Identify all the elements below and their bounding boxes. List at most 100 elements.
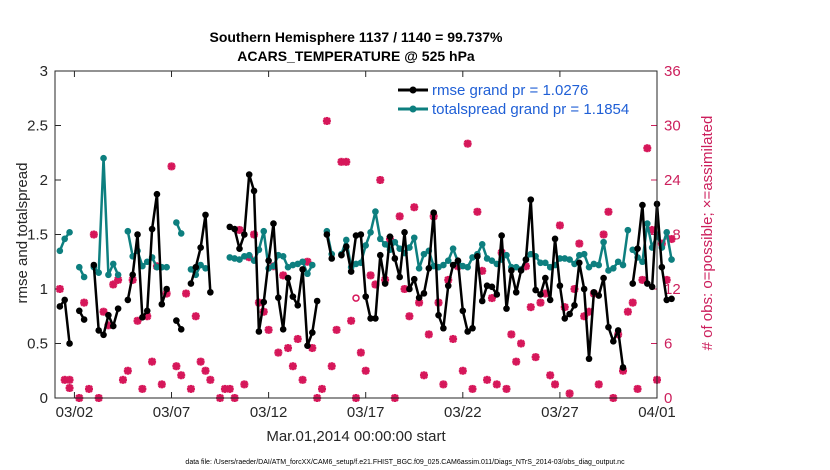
obs-assimilated-point <box>419 371 428 380</box>
data-point <box>163 263 170 271</box>
data-point <box>177 326 185 333</box>
data-point <box>493 291 501 298</box>
chart-title-line2: ACARS_TEMPERATURE @ 525 hPa <box>237 48 475 64</box>
data-point <box>517 267 525 274</box>
obs-assimilated-point <box>318 384 327 393</box>
data-point <box>639 201 646 209</box>
data-point <box>580 285 588 293</box>
obs-assimilated-point <box>468 384 477 393</box>
data-point <box>260 298 268 306</box>
obs-assimilated-point <box>507 330 516 339</box>
data-point <box>61 296 69 304</box>
data-point <box>454 257 462 264</box>
data-point <box>420 250 428 258</box>
data-point <box>561 315 569 322</box>
data-point <box>75 307 83 315</box>
data-point <box>585 355 593 363</box>
data-point <box>464 263 471 271</box>
y-right-tick-label: 0 <box>664 390 672 407</box>
data-point <box>537 259 544 267</box>
obs-assimilated-point <box>361 366 370 375</box>
data-point <box>663 229 671 236</box>
obs-assimilated-point <box>575 239 584 248</box>
data-point <box>503 305 510 312</box>
data-point <box>61 235 69 243</box>
data-point <box>362 242 370 249</box>
data-point <box>391 238 399 246</box>
data-point <box>619 261 627 269</box>
y-right-tick-label: 24 <box>664 172 681 189</box>
data-point <box>469 324 476 332</box>
data-point <box>527 196 535 203</box>
data-point <box>153 190 161 198</box>
obs-assimilated-point <box>512 357 521 366</box>
obs-assimilated-point <box>502 384 511 393</box>
data-point <box>522 256 530 263</box>
obs-assimilated-point <box>473 207 482 216</box>
obs-possible-point <box>352 294 360 302</box>
y-right-tick-label: 12 <box>664 281 681 298</box>
obs-assimilated-point <box>84 384 93 393</box>
obs-assimilated-point <box>172 362 181 371</box>
data-point <box>610 264 617 272</box>
obs-assimilated-point <box>322 116 331 125</box>
data-point <box>376 251 384 259</box>
data-point <box>420 290 428 297</box>
data-point <box>372 208 379 215</box>
obs-assimilated-point <box>182 289 191 298</box>
data-point <box>648 283 656 291</box>
data-point <box>440 324 447 332</box>
data-point <box>634 245 641 252</box>
data-point <box>595 292 603 299</box>
data-point <box>80 273 88 281</box>
obs-assimilated-point <box>342 157 351 166</box>
data-point <box>643 220 651 227</box>
data-point <box>173 219 180 226</box>
data-point <box>105 271 112 279</box>
obs-assimilated-point <box>65 375 74 384</box>
y-tick-label: 2.5 <box>27 118 48 135</box>
obs-assimilated-point <box>327 362 336 371</box>
data-point <box>464 328 471 335</box>
y-tick-label: 0.5 <box>27 336 48 353</box>
obs-assimilated-point <box>667 235 676 244</box>
x-tick-label: 03/27 <box>541 404 579 421</box>
data-point <box>313 297 321 305</box>
data-point <box>304 342 311 349</box>
data-point <box>415 264 423 272</box>
data-point <box>177 230 185 237</box>
data-point <box>585 263 593 271</box>
data-point <box>498 232 505 239</box>
data-point <box>66 229 73 236</box>
data-point <box>537 291 544 298</box>
data-point <box>90 261 98 269</box>
obs-assimilated-point <box>167 162 176 171</box>
obs-assimilated-point <box>206 375 215 384</box>
data-point <box>595 261 603 269</box>
data-point <box>449 245 457 252</box>
data-point <box>474 252 481 260</box>
data-point <box>406 244 413 251</box>
data-point <box>207 288 214 296</box>
x-tick-label: 03/22 <box>444 404 482 421</box>
obs-assimilated-point <box>274 348 283 357</box>
data-point <box>134 231 141 238</box>
data-point <box>551 235 559 243</box>
data-point <box>173 317 180 324</box>
data-point <box>546 296 554 304</box>
data-point <box>241 231 248 238</box>
obs-assimilated-point <box>536 298 545 307</box>
data-point <box>299 258 306 266</box>
data-point <box>430 209 437 216</box>
data-point <box>129 271 136 279</box>
data-point <box>435 311 442 319</box>
data-point <box>576 259 583 267</box>
data-point <box>100 154 107 162</box>
obs-assimilated-point <box>118 375 127 384</box>
y-tick-label: 1 <box>40 281 48 298</box>
data-point <box>275 294 282 302</box>
data-point <box>391 255 399 262</box>
obs-assimilated-point <box>293 334 302 343</box>
data-point <box>580 250 588 258</box>
series-lines <box>56 154 675 371</box>
